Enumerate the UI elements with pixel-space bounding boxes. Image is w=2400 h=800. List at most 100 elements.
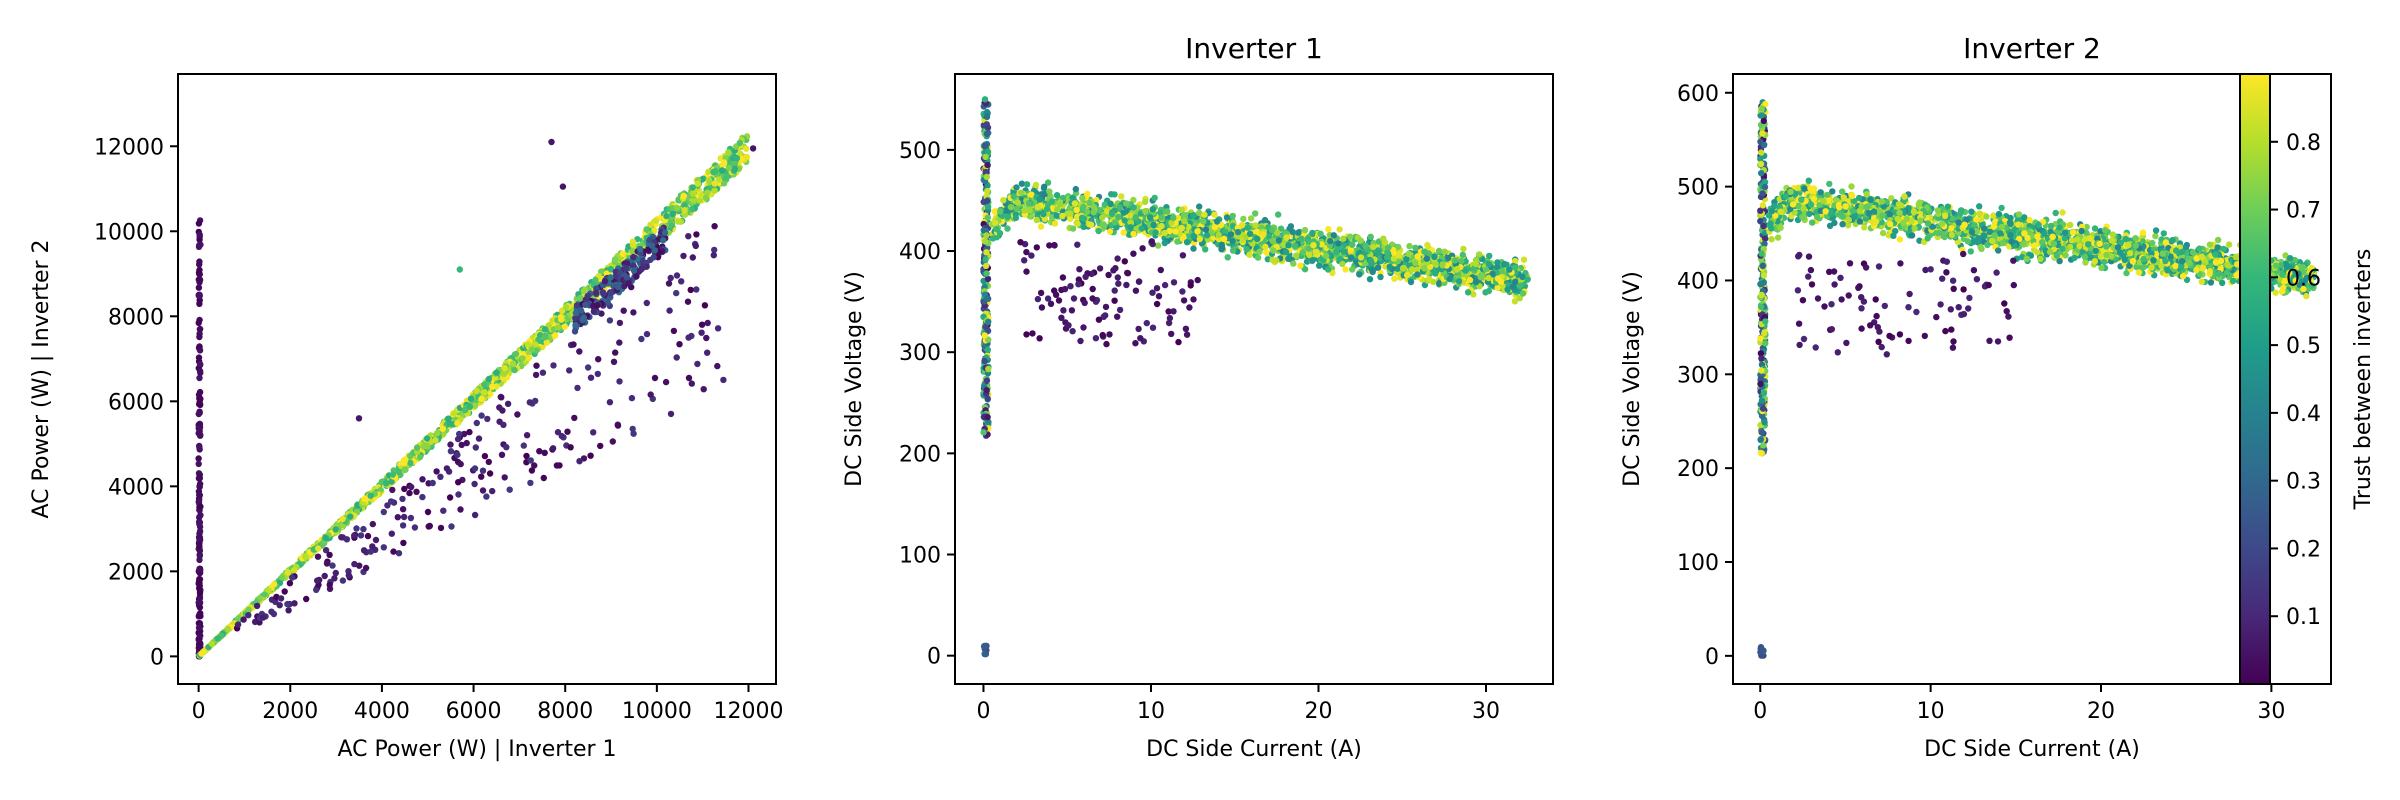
scatter-point	[1170, 308, 1177, 315]
scatter-point	[1086, 199, 1093, 207]
scatter-point	[614, 422, 622, 429]
scatter-point	[667, 274, 674, 282]
scatter-point	[554, 324, 562, 331]
scatter-point	[489, 487, 496, 495]
scatter-point	[1466, 276, 1474, 284]
scatter-point	[1435, 247, 1443, 255]
scatter-point	[673, 354, 680, 361]
scatter-point	[278, 574, 286, 581]
scatter-point	[196, 360, 204, 368]
scatter-point	[1139, 245, 1146, 252]
scatter-point	[1194, 276, 1201, 284]
scatter-point	[1252, 210, 1259, 217]
scatter-point	[1162, 208, 1170, 215]
scatter-point	[1168, 219, 1175, 227]
scatter-point	[703, 334, 710, 342]
scatter-point	[1200, 218, 1207, 225]
scatter-point	[1153, 285, 1161, 292]
scatter-point	[1253, 228, 1261, 235]
scatter-point	[1261, 216, 1269, 224]
scatter-point	[196, 231, 203, 238]
scatter-point	[610, 358, 618, 365]
scatter-point	[1143, 319, 1151, 327]
scatter-point	[1310, 242, 1317, 249]
scatter-point	[984, 413, 991, 421]
scatter-point	[322, 547, 330, 554]
scatter-point	[675, 218, 682, 225]
scatter-point	[1111, 219, 1119, 226]
scatter-point	[1023, 248, 1030, 256]
scatter-point	[496, 404, 503, 411]
scatter-point	[607, 274, 614, 281]
scatter-point	[478, 396, 485, 403]
scatter-point	[1099, 214, 1106, 221]
scatter-point	[356, 562, 363, 569]
scatter-point	[1046, 188, 1053, 195]
scatter-point	[424, 508, 432, 516]
scatter-point	[984, 203, 992, 211]
scatter-point	[196, 276, 204, 284]
scatter-point	[361, 495, 368, 502]
scatter-point	[1512, 278, 1519, 286]
scatter-point	[701, 302, 709, 309]
scatter-point	[689, 254, 696, 261]
scatter-point	[981, 332, 988, 339]
scatter-point	[651, 247, 659, 254]
scatter-points	[1757, 99, 2318, 659]
scatter-point	[1095, 227, 1102, 235]
scatter-point	[981, 650, 988, 658]
scatter-point	[541, 334, 548, 341]
scatter-point	[1229, 247, 1237, 254]
scatter-point	[1252, 222, 1259, 229]
scatter-point	[196, 374, 203, 382]
scatter-point	[573, 302, 581, 309]
scatter-point	[1293, 252, 1300, 259]
scatter-point	[1316, 262, 1323, 269]
scatter-point	[1380, 235, 1387, 242]
scatter-point	[558, 432, 565, 440]
scatter-point	[662, 378, 670, 386]
scatter-point	[1037, 223, 1045, 230]
scatter-point	[503, 444, 510, 451]
scatter-point	[369, 520, 376, 528]
scatter-point	[1096, 207, 1104, 214]
scatter-point	[673, 289, 680, 297]
scatter-point	[1073, 206, 1080, 214]
scatter-point	[1183, 331, 1191, 338]
scatter-point	[493, 369, 500, 376]
scatter-point	[1309, 229, 1316, 237]
scatter-point	[725, 164, 733, 171]
scatter-point	[400, 513, 408, 521]
scatter-point	[1301, 226, 1309, 234]
scatter-point	[1524, 276, 1531, 283]
scatter-point	[1421, 248, 1428, 255]
scatter-point	[681, 202, 688, 209]
scatter-point	[1297, 262, 1304, 269]
scatter-point	[1218, 246, 1225, 253]
scatter-point	[685, 233, 692, 240]
scatter-point	[1395, 252, 1403, 259]
scatter-point	[1132, 287, 1140, 294]
x-tick-label: 0	[192, 699, 206, 724]
scatter-point	[1166, 227, 1173, 235]
scatter-point	[1423, 255, 1431, 262]
scatter-point	[1103, 340, 1110, 348]
scatter-point	[984, 346, 991, 353]
scatter-point	[1268, 226, 1276, 234]
scatter-point	[367, 548, 374, 555]
scatter-point	[1455, 278, 1463, 285]
scatter-point	[1301, 266, 1309, 273]
scatter-point	[714, 362, 721, 370]
scatter-point	[457, 460, 464, 468]
scatter-point	[1040, 211, 1047, 218]
scatter-point	[1004, 213, 1011, 221]
scatter-point	[1439, 261, 1446, 268]
scatter-point	[475, 435, 483, 442]
scatter-point	[429, 479, 436, 487]
scatter-point	[731, 165, 739, 173]
scatter-point	[1454, 265, 1461, 273]
scatter-point	[1052, 291, 1060, 298]
scatter-point	[985, 318, 992, 326]
scatter-point	[506, 486, 513, 493]
scatter-point	[1102, 303, 1110, 311]
